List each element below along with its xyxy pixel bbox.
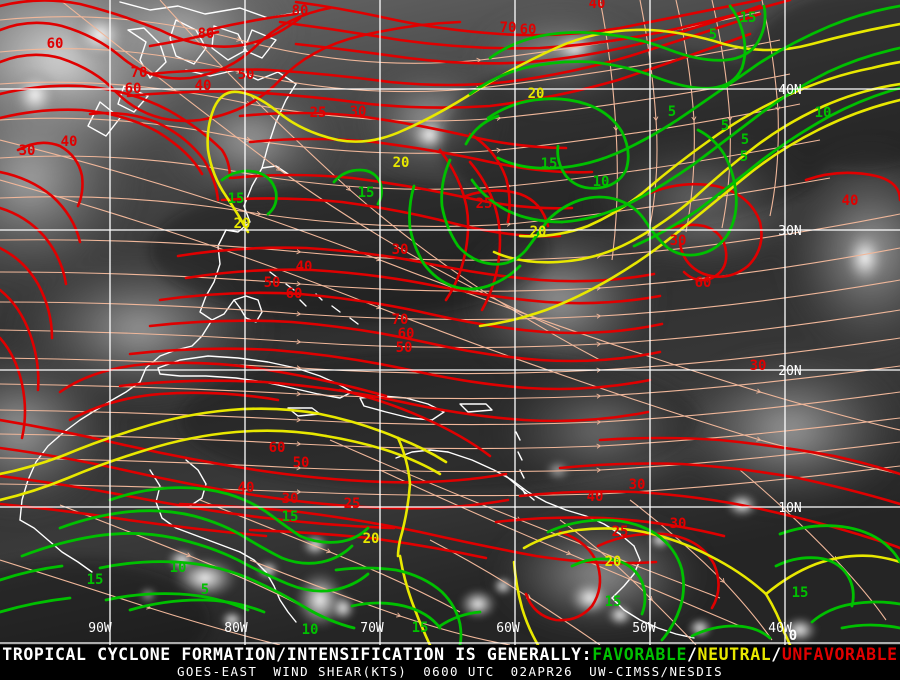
latlon-grid-layer	[0, 0, 900, 645]
latitude-labels: 40N 30N 20N 10N	[778, 83, 801, 516]
lat-label: 20N	[778, 364, 801, 379]
contour-label: 5	[741, 132, 749, 148]
contour-label: 15	[87, 572, 104, 588]
lat-label: 10N	[778, 501, 801, 516]
contour-label: 70	[500, 20, 517, 36]
contour-label: 70	[392, 312, 409, 328]
legend-headline: TROPICAL CYCLONE FORMATION/INTENSIFICATI…	[0, 645, 900, 664]
contour-label: 50	[396, 340, 413, 356]
contour-label: 15	[792, 585, 809, 601]
contour-label: 40	[195, 78, 212, 94]
contour-label: 20	[605, 554, 622, 570]
lon-label: 70W	[360, 621, 384, 636]
contour-label: 80	[292, 3, 309, 19]
contour-label: 20	[528, 86, 545, 102]
lon-label: 50W	[632, 621, 656, 636]
legend-separator-2: /	[771, 645, 782, 664]
contour-label: 40	[61, 134, 78, 150]
contour-label: 20	[393, 155, 410, 171]
contour-label: 25	[476, 196, 493, 212]
contour-label: 25	[310, 105, 327, 121]
contour-label: 20	[530, 224, 547, 240]
contour-label: 15	[541, 156, 558, 172]
lon-label: 90W	[88, 621, 112, 636]
contour-label: 15	[605, 594, 622, 610]
contour-label: 40	[238, 480, 255, 496]
contour-label: 60	[286, 286, 303, 302]
valid-date: 02APR26	[510, 664, 574, 679]
satellite-name: GOES-EAST	[176, 664, 258, 679]
contour-layer-unfavorable	[0, 0, 900, 622]
contour-label: 15	[740, 10, 757, 26]
contour-label: 15	[228, 191, 245, 207]
legend-favorable: FAVORABLE	[592, 645, 687, 664]
contour-label: 60	[398, 326, 415, 342]
lat-label: 40N	[778, 83, 801, 98]
contour-label: 25	[612, 524, 629, 540]
contour-label: 30	[670, 233, 687, 249]
wind-streamline-layer	[0, 0, 900, 645]
contour-label: 60	[125, 81, 142, 97]
contour-label: 40	[842, 193, 859, 209]
field-name: WIND SHEAR(KTS)	[273, 664, 408, 679]
contour-label: 15	[282, 509, 299, 525]
lat-label: 30N	[778, 224, 801, 239]
contour-label: 40	[587, 489, 604, 505]
legend-separator-1: /	[687, 645, 698, 664]
lon-label: 60W	[496, 621, 520, 636]
contour-label: 15	[412, 620, 429, 636]
contour-label: 70	[131, 65, 148, 81]
contour-label: 60	[47, 36, 64, 52]
legend-unfavorable: UNFAVORABLE	[781, 645, 898, 664]
contour-label: 30	[750, 358, 767, 374]
contour-label: 5	[709, 27, 717, 43]
contour-label: 10	[302, 622, 319, 638]
contour-label: 30	[629, 477, 646, 493]
contour-label: 30	[19, 143, 36, 159]
contour-layer-favorable	[0, 4, 900, 645]
longitude-labels: 90W 80W 70W 60W 50W 40W	[88, 621, 792, 636]
contour-label: 50	[238, 67, 255, 83]
contour-label: 40	[589, 0, 606, 12]
contour-label: 50	[264, 275, 281, 291]
contour-label: 30	[282, 491, 299, 507]
contour-label: 5	[668, 104, 676, 120]
contour-label: 10	[170, 560, 187, 576]
satellite-contour-map: 40N 30N 20N 10N 90W 80W 70W 60W 50W 40W 60 80 70 50…	[0, 0, 900, 645]
legend-headline-text: TROPICAL CYCLONE FORMATION/INTENSIFICATI…	[2, 645, 593, 664]
contour-label: 30	[392, 242, 409, 258]
contour-label: 5	[721, 118, 729, 134]
contour-label: 25	[344, 496, 361, 512]
contour-label: 15	[358, 185, 375, 201]
contour-label: 0	[789, 628, 797, 644]
contour-label: 60	[520, 22, 537, 38]
contour-label: 80	[198, 26, 215, 42]
contour-label: 5	[740, 149, 748, 165]
legend-metadata: GOES-EAST WIND SHEAR(KTS) 0600 UTC 02APR26 U…	[0, 664, 900, 679]
contour-label: 20	[363, 531, 380, 547]
contour-label: 50	[293, 455, 310, 471]
valid-time: 0600 UTC	[423, 664, 495, 679]
producer-name: UW-CIMSS/NESDIS	[589, 664, 723, 679]
legend-bar: TROPICAL CYCLONE FORMATION/INTENSIFICATI…	[0, 645, 900, 680]
contour-label: 60	[269, 440, 286, 456]
contour-label: 30	[670, 516, 687, 532]
contour-label: 40	[296, 259, 313, 275]
legend-neutral: NEUTRAL	[697, 645, 772, 664]
contour-label: 10	[815, 105, 832, 121]
contour-label: 10	[593, 174, 610, 190]
contour-label: 5	[201, 582, 209, 598]
lon-label: 40W	[768, 621, 792, 636]
lon-label: 80W	[224, 621, 248, 636]
contour-label: 30	[350, 104, 367, 120]
contour-label: 60	[695, 275, 712, 291]
contour-label: 20	[234, 216, 251, 232]
